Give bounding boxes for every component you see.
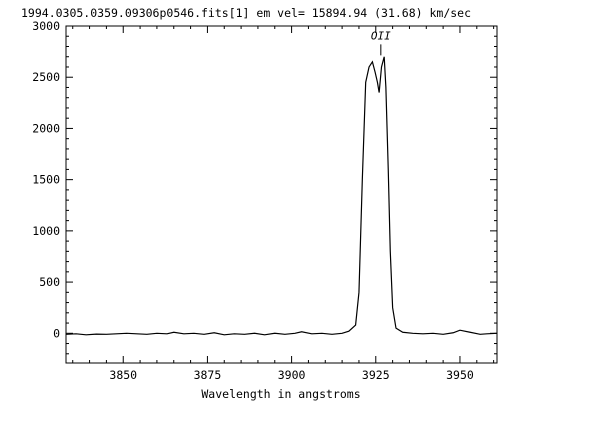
- x-axis: 3850 3875 3900 3925 3950: [72, 26, 495, 382]
- y-tick-label: 500: [39, 275, 60, 289]
- y-tick-label: 1500: [32, 173, 60, 187]
- y-tick-label: 0: [53, 326, 60, 340]
- x-tick-label: 3875: [194, 368, 222, 382]
- y-tick-label: 2000: [32, 121, 60, 135]
- plot-frame: [65, 25, 498, 364]
- chart-title: 1994.0305.0359.09306p0546.fits[1] em vel…: [21, 6, 471, 20]
- line-id-label: OII: [371, 29, 391, 42]
- y-axis: 0 500 1000 1500 2000 2500 3000: [32, 19, 497, 355]
- spectrum-series-line: [65, 56, 498, 336]
- x-tick-label: 3950: [446, 368, 474, 382]
- x-tick-label: 3900: [278, 368, 306, 382]
- annotation-layer: OII: [371, 29, 391, 56]
- x-tick-label: 3925: [362, 368, 390, 382]
- y-tick-label: 3000: [32, 19, 60, 33]
- y-tick-label: 1000: [32, 224, 60, 238]
- y-tick-label: 2500: [32, 70, 60, 84]
- x-axis-label: Wavelength in angstroms: [201, 387, 360, 401]
- x-tick-label: 3850: [109, 368, 137, 382]
